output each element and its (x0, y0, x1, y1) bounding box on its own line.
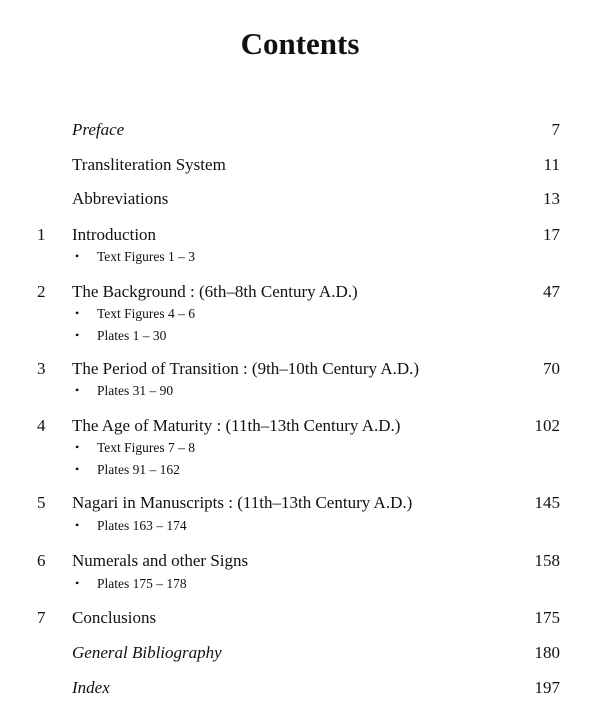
subentry-label: Plates 31 – 90 (97, 383, 174, 398)
subentry-label: Text Figures 1 – 3 (97, 249, 196, 264)
chapter-number: 5 (37, 493, 46, 512)
toc-subentry: • Plates 175 – 178 (0, 576, 600, 598)
subentry-label: Plates 1 – 30 (97, 328, 167, 343)
toc-subentry: • Text Figures 7 – 8 (0, 440, 600, 462)
toc-entry: 4 The Age of Maturity : (11th–13th Centur… (0, 416, 600, 438)
page-number: 11 (543, 155, 560, 174)
bullet-icon: • (75, 462, 80, 476)
entry-title: Conclusions (72, 608, 157, 627)
toc-subentry: • Plates 31 – 90 (0, 383, 600, 405)
page-number: 197 (534, 678, 561, 697)
entry-title: The Age of Maturity : (11th–13th Century… (72, 416, 401, 435)
toc-entry: 5 Nagari in Manuscripts : (11th–13th Cent… (0, 493, 600, 515)
entry-title: Index (72, 678, 110, 697)
entry-title: The Period of Transition : (9th–10th Cen… (72, 359, 420, 378)
entry-title: Nagari in Manuscripts : (11th–13th Centu… (72, 493, 413, 512)
toc-subentry: • Plates 163 – 174 (0, 518, 600, 540)
toc-subentry: • Text Figures 4 – 6 (0, 306, 600, 328)
toc-entry: 2 The Background : (6th–8th Century A.D.)… (0, 282, 600, 304)
entry-title: Introduction (72, 225, 157, 244)
entry-title: General Bibliography (72, 643, 222, 662)
chapter-number: 6 (37, 551, 46, 570)
toc-entry: 3 The Period of Transition : (9th–10th Ce… (0, 359, 600, 381)
entry-title: Abbreviations (72, 189, 169, 208)
toc-subentry: • Plates 1 – 30 (0, 328, 600, 350)
chapter-number: 1 (37, 225, 46, 244)
subentry-label: Plates 163 – 174 (97, 518, 187, 533)
page-number: 7 (551, 120, 561, 139)
bullet-icon: • (75, 576, 80, 590)
chapter-number: 7 (37, 608, 46, 627)
toc-entry: General Bibliography 180 (0, 643, 600, 665)
toc-entry: Index 197 (0, 678, 600, 700)
toc-subentry: • Plates 91 – 162 (0, 462, 600, 484)
toc-entry: 1 Introduction 17 (0, 225, 600, 247)
toc-entry: Abbreviations 13 (0, 189, 600, 211)
page-number: 175 (534, 608, 561, 627)
page-number: 70 (543, 359, 560, 378)
bullet-icon: • (75, 306, 80, 320)
subentry-label: Text Figures 4 – 6 (97, 306, 196, 321)
page-number: 145 (534, 493, 561, 512)
bullet-icon: • (75, 518, 80, 532)
toc-entry: Preface 7 (0, 120, 600, 142)
entry-title: Transliteration System (72, 155, 226, 174)
toc-subentry: • Text Figures 1 – 3 (0, 249, 600, 271)
page-number: 158 (534, 551, 561, 570)
page-number: 47 (543, 282, 560, 301)
bullet-icon: • (75, 440, 80, 454)
chapter-number: 2 (37, 282, 46, 301)
subentry-label: Text Figures 7 – 8 (97, 440, 196, 455)
bullet-icon: • (75, 249, 80, 263)
toc-entry: Transliteration System 11 (0, 155, 600, 177)
page-number: 13 (543, 189, 560, 208)
subentry-label: Plates 175 – 178 (97, 576, 187, 591)
toc-entry: 6 Numerals and other Signs 158 (0, 551, 600, 573)
page-title: Contents (240, 26, 360, 61)
page-number: 102 (534, 416, 561, 435)
bullet-icon: • (75, 328, 80, 342)
entry-title: Preface (72, 120, 125, 139)
page-number: 180 (534, 643, 561, 662)
subentry-label: Plates 91 – 162 (97, 462, 180, 477)
entry-title: Numerals and other Signs (72, 551, 249, 570)
toc-entry: 7 Conclusions 175 (0, 608, 600, 630)
chapter-number: 3 (37, 359, 46, 378)
page-number: 17 (543, 225, 560, 244)
entry-title: The Background : (6th–8th Century A.D.) (72, 282, 358, 301)
chapter-number: 4 (37, 416, 46, 435)
bullet-icon: • (75, 383, 80, 397)
